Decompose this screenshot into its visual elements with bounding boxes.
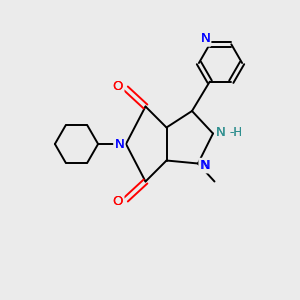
Text: O: O — [113, 195, 123, 208]
Text: O: O — [113, 195, 123, 208]
Text: N: N — [200, 32, 210, 45]
Text: N: N — [200, 159, 209, 172]
Text: N: N — [115, 137, 124, 151]
Text: O: O — [113, 195, 123, 208]
Text: N: N — [200, 32, 210, 45]
Text: N: N — [115, 137, 124, 151]
Text: O: O — [113, 80, 123, 93]
Text: -H: -H — [230, 125, 243, 139]
Text: N: N — [200, 32, 210, 45]
Text: N: N — [115, 137, 124, 151]
Text: O: O — [113, 80, 123, 93]
Text: N: N — [201, 159, 211, 172]
Text: N: N — [216, 125, 226, 139]
Text: -H: -H — [230, 125, 243, 139]
Text: N: N — [216, 125, 226, 139]
Text: O: O — [113, 80, 123, 93]
Text: N: N — [200, 159, 209, 172]
